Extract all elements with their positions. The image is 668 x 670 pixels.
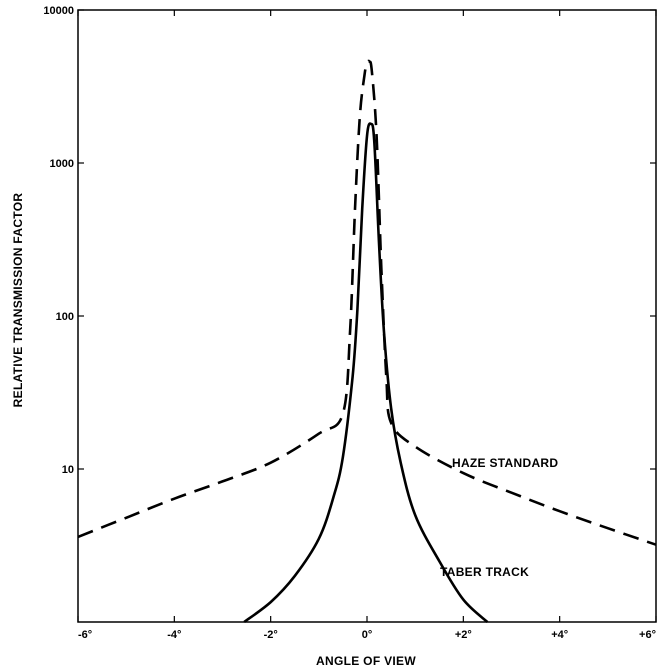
y-axis-ticks: 10 100 1000 10000: [43, 5, 656, 476]
y-axis-title: RELATIVE TRANSMISSION FACTOR: [11, 193, 25, 408]
x-tick-label: -2°: [264, 629, 278, 641]
y-tick-label: 100: [56, 311, 74, 323]
x-axis-title: ANGLE OF VIEW: [316, 654, 416, 668]
x-tick-label: 0°: [362, 629, 373, 641]
x-tick-label: +4°: [551, 629, 568, 641]
y-tick-label: 10000: [43, 5, 74, 17]
x-axis-ticks: -6° -4° -2° 0° +2° +4° +6°: [77, 10, 657, 641]
series-line-taber-track: [243, 122, 489, 624]
series-line-haze-standard: [77, 59, 657, 546]
x-tick-label: -6°: [78, 629, 92, 641]
series-layer: [77, 59, 657, 624]
series-label-haze-standard: HAZE STANDARD: [452, 456, 558, 470]
x-tick-label: +2°: [455, 629, 472, 641]
series-label-taber-track: TABER TRACK: [440, 565, 529, 579]
y-tick-label: 1000: [50, 158, 74, 170]
x-tick-label: -4°: [167, 629, 181, 641]
plot-frame: [77, 9, 657, 623]
x-tick-label: +6°: [639, 629, 656, 641]
y-tick-label: 10: [62, 464, 74, 476]
